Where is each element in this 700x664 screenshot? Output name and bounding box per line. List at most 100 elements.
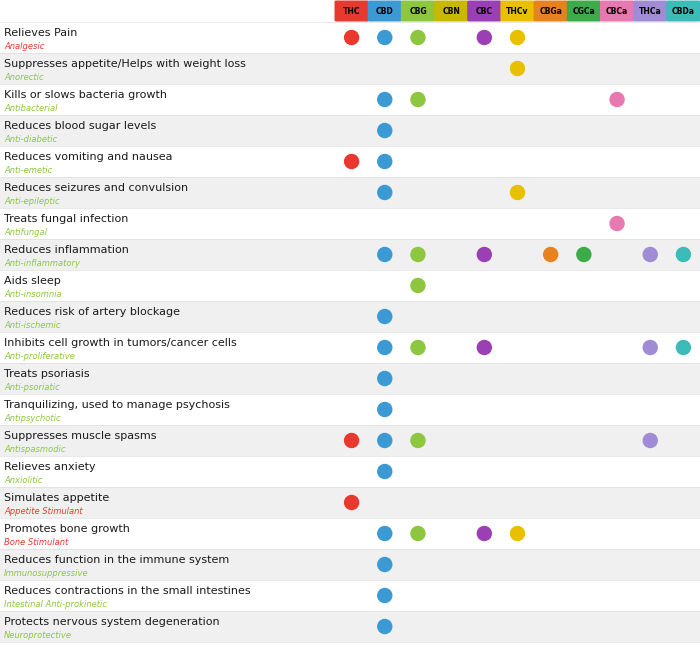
Bar bbox=[0, 611, 700, 642]
FancyBboxPatch shape bbox=[500, 1, 535, 21]
Circle shape bbox=[411, 527, 425, 540]
Circle shape bbox=[378, 402, 392, 416]
Bar bbox=[0, 22, 700, 53]
Circle shape bbox=[378, 92, 392, 106]
Bar bbox=[0, 301, 700, 332]
FancyBboxPatch shape bbox=[600, 1, 634, 21]
Text: Anti-proliferative: Anti-proliferative bbox=[4, 352, 75, 361]
Text: Anti-epileptic: Anti-epileptic bbox=[4, 197, 60, 206]
Text: Relieves anxiety: Relieves anxiety bbox=[4, 462, 96, 472]
Text: THCa: THCa bbox=[639, 7, 662, 15]
Circle shape bbox=[544, 248, 558, 262]
Bar bbox=[0, 580, 700, 611]
Bar bbox=[0, 239, 700, 270]
Circle shape bbox=[378, 341, 392, 355]
Text: Reduces seizures and convulsion: Reduces seizures and convulsion bbox=[4, 183, 188, 193]
Circle shape bbox=[510, 185, 524, 199]
Text: Treats psoriasis: Treats psoriasis bbox=[4, 369, 90, 379]
Text: Anxiolitic: Anxiolitic bbox=[4, 475, 43, 485]
Text: CBC: CBC bbox=[476, 7, 493, 15]
Circle shape bbox=[378, 465, 392, 479]
Bar bbox=[0, 363, 700, 394]
Circle shape bbox=[378, 185, 392, 199]
Text: THCv: THCv bbox=[506, 7, 528, 15]
Text: Immunosuppressive: Immunosuppressive bbox=[4, 568, 89, 578]
Circle shape bbox=[643, 341, 657, 355]
Circle shape bbox=[378, 31, 392, 44]
Circle shape bbox=[378, 155, 392, 169]
Circle shape bbox=[610, 92, 624, 106]
Circle shape bbox=[510, 62, 524, 76]
Text: Reduces function in the immune system: Reduces function in the immune system bbox=[4, 555, 230, 565]
Circle shape bbox=[378, 558, 392, 572]
Bar bbox=[0, 549, 700, 580]
Circle shape bbox=[411, 92, 425, 106]
FancyBboxPatch shape bbox=[633, 1, 667, 21]
Bar bbox=[0, 518, 700, 549]
Text: Neuroprotective: Neuroprotective bbox=[4, 631, 72, 639]
Circle shape bbox=[477, 31, 491, 44]
Circle shape bbox=[643, 248, 657, 262]
Bar bbox=[0, 146, 700, 177]
Text: Anti-emetic: Anti-emetic bbox=[4, 166, 52, 175]
Circle shape bbox=[577, 248, 591, 262]
Circle shape bbox=[344, 155, 358, 169]
Text: Reduces vomiting and nausea: Reduces vomiting and nausea bbox=[4, 152, 172, 162]
Text: Reduces blood sugar levels: Reduces blood sugar levels bbox=[4, 121, 156, 131]
Text: CBN: CBN bbox=[442, 7, 460, 15]
Text: Antispasmodic: Antispasmodic bbox=[4, 445, 66, 454]
Text: Bone Stimulant: Bone Stimulant bbox=[4, 538, 69, 546]
Circle shape bbox=[411, 278, 425, 293]
Circle shape bbox=[344, 434, 358, 448]
Text: CBCa: CBCa bbox=[606, 7, 628, 15]
FancyBboxPatch shape bbox=[434, 1, 468, 21]
Text: Anti-psoriatic: Anti-psoriatic bbox=[4, 382, 60, 392]
Text: Simulates appetite: Simulates appetite bbox=[4, 493, 109, 503]
Text: Anti-ischemic: Anti-ischemic bbox=[4, 321, 60, 330]
Text: THC: THC bbox=[343, 7, 360, 15]
Text: Anti-insomnia: Anti-insomnia bbox=[4, 290, 62, 299]
Circle shape bbox=[344, 495, 358, 509]
Text: CGCa: CGCa bbox=[573, 7, 595, 15]
Circle shape bbox=[378, 588, 392, 602]
Circle shape bbox=[378, 371, 392, 386]
Text: CBD: CBD bbox=[376, 7, 393, 15]
FancyBboxPatch shape bbox=[368, 1, 402, 21]
Circle shape bbox=[378, 124, 392, 137]
Text: Reduces inflammation: Reduces inflammation bbox=[4, 245, 129, 255]
Bar bbox=[0, 115, 700, 146]
Circle shape bbox=[676, 248, 690, 262]
Circle shape bbox=[477, 527, 491, 540]
Circle shape bbox=[477, 341, 491, 355]
Circle shape bbox=[643, 434, 657, 448]
Text: Suppresses appetite/Helps with weight loss: Suppresses appetite/Helps with weight lo… bbox=[4, 59, 246, 69]
Circle shape bbox=[411, 434, 425, 448]
Bar bbox=[0, 270, 700, 301]
Circle shape bbox=[378, 527, 392, 540]
Circle shape bbox=[378, 620, 392, 633]
Text: Anti-diabetic: Anti-diabetic bbox=[4, 135, 57, 143]
Circle shape bbox=[344, 31, 358, 44]
Circle shape bbox=[676, 341, 690, 355]
Text: Treats fungal infection: Treats fungal infection bbox=[4, 214, 128, 224]
Circle shape bbox=[411, 248, 425, 262]
Text: Tranquilizing, used to manage psychosis: Tranquilizing, used to manage psychosis bbox=[4, 400, 230, 410]
Circle shape bbox=[510, 527, 524, 540]
FancyBboxPatch shape bbox=[401, 1, 435, 21]
Text: Antipsychotic: Antipsychotic bbox=[4, 414, 61, 423]
Text: Analgesic: Analgesic bbox=[4, 42, 44, 50]
Text: Antifungal: Antifungal bbox=[4, 228, 47, 236]
Bar bbox=[0, 84, 700, 115]
Text: Inhibits cell growth in tumors/cancer cells: Inhibits cell growth in tumors/cancer ce… bbox=[4, 338, 237, 348]
Circle shape bbox=[378, 248, 392, 262]
Text: Aids sleep: Aids sleep bbox=[4, 276, 61, 286]
Text: Anorectic: Anorectic bbox=[4, 72, 43, 82]
Circle shape bbox=[411, 31, 425, 44]
Text: Relieves Pain: Relieves Pain bbox=[4, 28, 78, 38]
Text: CBDa: CBDa bbox=[672, 7, 695, 15]
Bar bbox=[0, 425, 700, 456]
FancyBboxPatch shape bbox=[567, 1, 601, 21]
Text: Appetite Stimulant: Appetite Stimulant bbox=[4, 507, 83, 516]
FancyBboxPatch shape bbox=[335, 1, 369, 21]
Text: Reduces contractions in the small intestines: Reduces contractions in the small intest… bbox=[4, 586, 251, 596]
